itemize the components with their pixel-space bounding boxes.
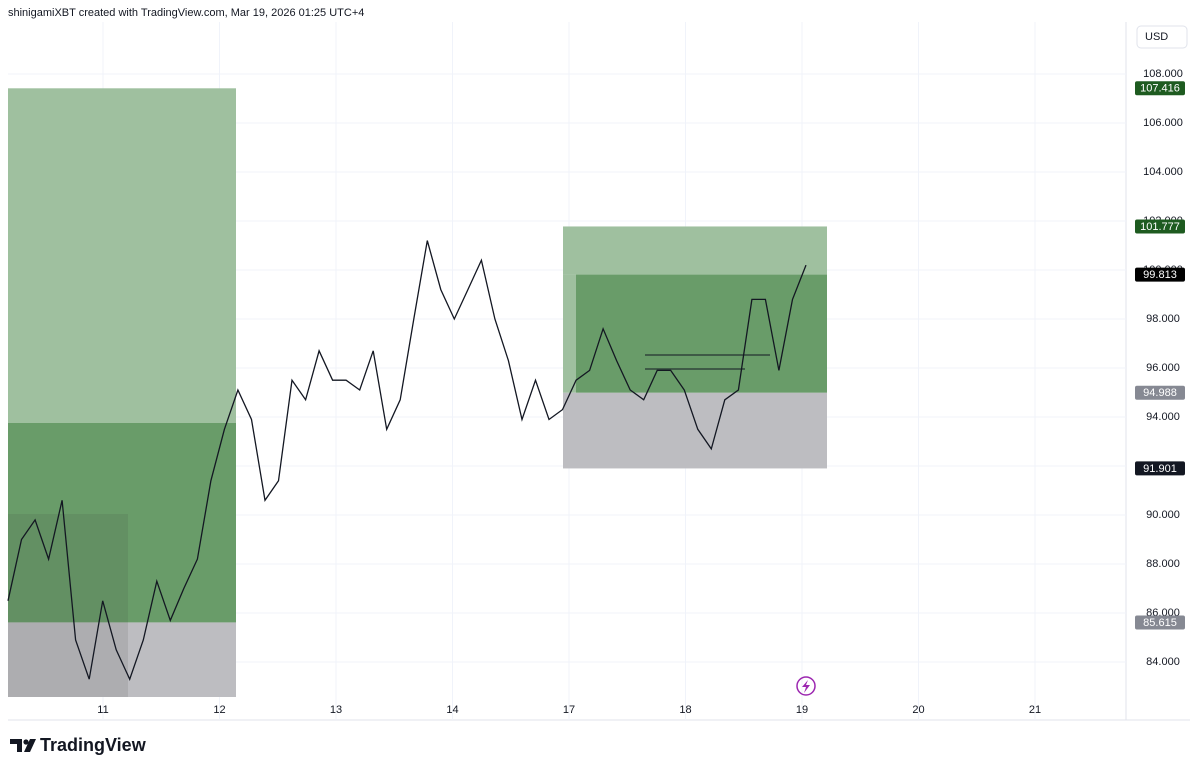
x-tick-label: 17 — [563, 704, 575, 716]
inner-zone — [8, 514, 128, 697]
price-tag-label: 101.777 — [1140, 221, 1180, 233]
price-tag — [1135, 385, 1185, 400]
price-tag-label: 107.416 — [1140, 83, 1180, 95]
stop-zone — [563, 392, 827, 469]
x-tick-label: 12 — [213, 704, 225, 716]
x-tick-label: 20 — [912, 704, 924, 716]
y-tick-label: 94.000 — [1146, 411, 1180, 423]
target-zone — [8, 88, 236, 423]
entry-zone — [8, 423, 236, 623]
currency-box[interactable] — [1136, 25, 1188, 49]
price-tag — [1135, 615, 1185, 630]
y-tick-label: 88.000 — [1146, 558, 1180, 570]
lightning-icon[interactable] — [796, 676, 816, 696]
price-line — [7, 240, 807, 681]
brand-logo — [10, 739, 36, 752]
x-tick-label: 13 — [330, 704, 342, 716]
x-tick-label: 11 — [97, 704, 108, 716]
y-tick-label: 104.000 — [1143, 166, 1183, 178]
y-tick-label: 98.000 — [1146, 313, 1180, 325]
x-tick-label: 19 — [796, 704, 808, 716]
x-tick-label: 14 — [446, 704, 458, 716]
price-tag — [1135, 81, 1185, 96]
price-tag — [1135, 219, 1185, 234]
price-tag-label: 99.813 — [1143, 269, 1177, 281]
target-zone — [563, 226, 827, 275]
currency: USD — [1145, 31, 1168, 43]
y-tick-label: 106.000 — [1143, 117, 1183, 129]
price-tag-label: 94.988 — [1143, 387, 1177, 399]
price-tag — [1135, 461, 1185, 476]
logo-icon — [10, 739, 36, 752]
price-tag — [1135, 267, 1185, 282]
entry-zone — [576, 274, 827, 393]
target-zone — [563, 274, 576, 393]
price-tag-label: 85.615 — [1143, 617, 1177, 629]
x-tick-label: 18 — [679, 704, 691, 716]
y-tick-label: 84.000 — [1146, 656, 1180, 668]
stop-zone — [8, 622, 236, 697]
y-tick-label: 96.000 — [1146, 362, 1180, 374]
y-tick-label: 108.000 — [1143, 68, 1183, 80]
logo-dot — [23, 739, 29, 745]
price-tag-label: 91.901 — [1143, 463, 1177, 475]
brand: TradingView — [40, 735, 147, 755]
y-tick-label: 90.000 — [1146, 509, 1180, 521]
x-tick-label: 21 — [1029, 704, 1041, 716]
lightning-glyph — [802, 680, 810, 693]
plot — [7, 22, 1126, 720]
header: shinigamiXBT created with TradingView.co… — [8, 7, 364, 19]
